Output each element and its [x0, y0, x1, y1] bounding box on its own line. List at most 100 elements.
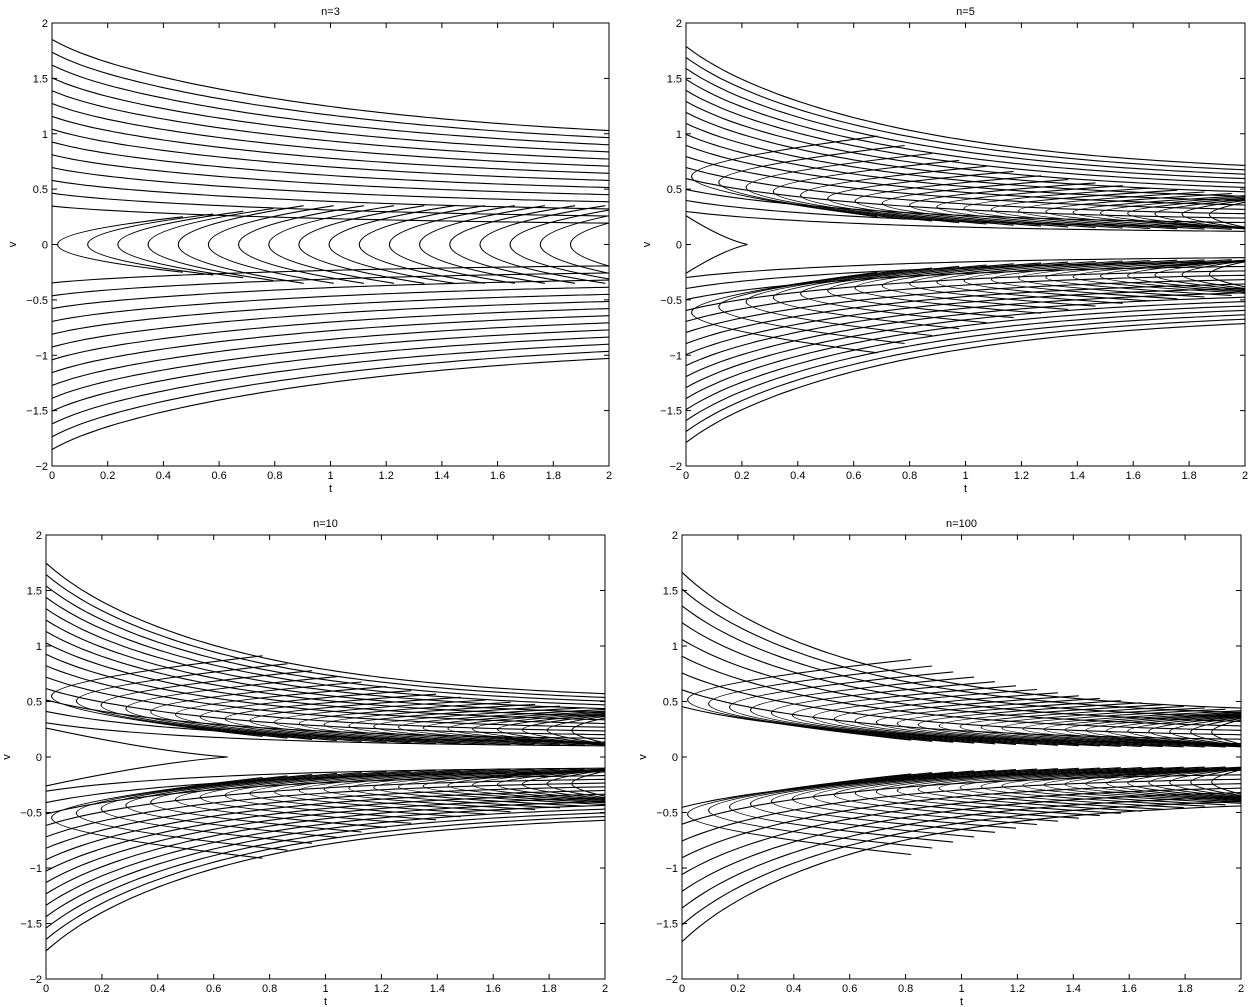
contour-outer [686, 283, 1245, 345]
contour-centre [46, 727, 228, 787]
y-axis-label: v [7, 241, 19, 247]
contour-outer [686, 301, 1245, 389]
contour-outer [686, 287, 1245, 356]
contour-inner [827, 170, 1014, 226]
contour-inner [896, 767, 1121, 814]
y-axis-label: v [637, 754, 649, 760]
x-axis-label: t [324, 996, 327, 1007]
contour-outer [52, 272, 609, 297]
x-tick-label: 1.6 [486, 983, 501, 995]
x-tick-label: 0 [49, 470, 55, 482]
contour-inner [100, 774, 313, 844]
x-tick-label: 0.8 [262, 983, 277, 995]
contour-outer [686, 309, 1245, 411]
contour-lines [686, 45, 1245, 444]
x-tick-label: 2 [1238, 983, 1244, 995]
contour-outer [686, 67, 1245, 175]
x-tick-label: 1.6 [1126, 470, 1141, 482]
contour-inner [224, 769, 437, 821]
contour-inner [963, 187, 1151, 230]
contour-outer [52, 205, 609, 224]
contour-inner [687, 773, 912, 856]
x-tick-label: 0.6 [846, 470, 861, 482]
contour-outer [52, 279, 609, 310]
contour-inner [875, 767, 1100, 817]
x-tick-label: 1.6 [1122, 983, 1137, 995]
contour-inner [1106, 714, 1241, 747]
y-tick-label: 0.5 [663, 697, 678, 709]
contour-inner [449, 205, 576, 284]
x-tick-label: 0.6 [842, 983, 857, 995]
contour-inner [388, 205, 515, 284]
contour-inner [1072, 195, 1245, 230]
contour-inner [1085, 713, 1241, 747]
x-tick-label: 1.2 [1014, 470, 1029, 482]
x-tick-label: 0.2 [730, 983, 745, 995]
contour-inner [718, 269, 905, 345]
contour-inner [800, 165, 987, 225]
contour-outer [686, 257, 1245, 279]
contour-inner [980, 766, 1205, 807]
x-tick-label: 1.2 [379, 470, 394, 482]
y-tick-label: −0.5 [26, 295, 48, 307]
x-tick-label: 2 [606, 470, 612, 482]
contour-inner [268, 205, 395, 284]
y-tick-label: −2 [35, 461, 48, 473]
contour-outer [46, 808, 605, 918]
x-tick-label: 1.2 [374, 983, 389, 995]
contour-inner [1064, 767, 1241, 802]
contour-inner [298, 701, 511, 746]
x-tick-label: 0.6 [206, 983, 221, 995]
contour-inner [1169, 767, 1241, 798]
contour-inner [791, 769, 1017, 829]
contour-inner [1018, 191, 1205, 230]
contour-inner [328, 205, 455, 284]
y-tick-label: −0.5 [660, 295, 682, 307]
contour-inner [177, 205, 304, 284]
y-tick-label: −1.5 [656, 919, 678, 931]
contour-outer [52, 315, 609, 374]
contour-inner [909, 182, 1096, 229]
contour-outer [682, 655, 1241, 731]
contour-inner [447, 768, 605, 803]
y-tick-label: 0 [36, 752, 42, 764]
contour-lines [46, 562, 605, 952]
x-tick-label: 1.2 [1010, 983, 1025, 995]
contour-outer [52, 39, 609, 132]
x-tick-label: 1 [962, 470, 968, 482]
contour-inner [546, 715, 605, 745]
contour-inner [1181, 199, 1245, 229]
contour-inner [990, 259, 1178, 300]
panel-n-100: 0 0.2 0.4 0.6 0.8 1 1.2 1.4 1.6 1.8 2 2 1.5 1 0.5 0 −0.5… [637, 518, 1244, 1007]
x-axis-label: t [329, 483, 332, 495]
contour-outer [52, 167, 609, 203]
contour-inner [745, 152, 933, 222]
contour-inner [800, 264, 987, 324]
contour-inner [938, 766, 1163, 810]
contour-outer [682, 588, 1241, 714]
x-tick-label: 0.4 [150, 983, 165, 995]
chart-title: n=10 [313, 518, 338, 530]
y-tick-label: −1.5 [660, 406, 682, 418]
contour-inner [728, 671, 954, 743]
contour-inner [199, 770, 412, 824]
contour-outer [46, 574, 605, 698]
contour-outer [682, 783, 1241, 859]
plot-frame [681, 534, 1242, 980]
contour-outer [52, 336, 609, 412]
contour-outer [46, 782, 605, 838]
contour-outer [46, 562, 605, 695]
contour-inner [990, 189, 1178, 230]
panel-n-10: 0 0.2 0.4 0.6 0.8 1 1.2 1.4 1.6 1.8 2 2 1.5 1 0.5 0 −0.5… [1, 518, 608, 1007]
contour-inner [1211, 719, 1241, 745]
contour-outer [52, 308, 609, 361]
contour-outer [52, 128, 609, 181]
contour-inner [571, 770, 605, 797]
contour-inner [881, 179, 1069, 228]
contour-inner [422, 768, 605, 804]
contour-inner [1022, 766, 1241, 804]
contour-inner [571, 717, 605, 744]
x-tick-label: 2 [602, 983, 608, 995]
x-tick-label: 1 [322, 983, 328, 995]
y-tick-label: 0 [676, 240, 682, 252]
